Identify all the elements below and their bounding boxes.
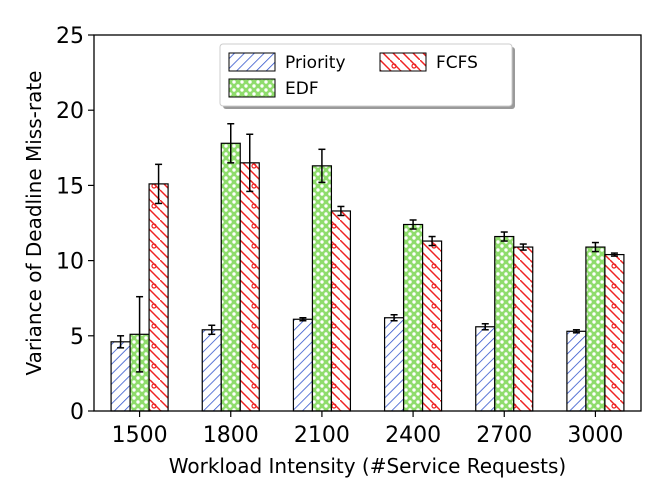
error-bar-priority-2700 bbox=[481, 323, 489, 331]
error-bar-fcfs-1500 bbox=[155, 163, 163, 205]
error-bar-edf-1500 bbox=[136, 295, 144, 373]
x-tick-label: 2700 bbox=[476, 423, 532, 448]
x-tick-label: 2100 bbox=[294, 423, 350, 448]
legend-label: FCFS bbox=[436, 53, 478, 73]
bar-priority-1800 bbox=[201, 329, 222, 412]
x-tick-label: 1500 bbox=[112, 423, 168, 448]
error-bar-priority-2400 bbox=[390, 313, 398, 322]
error-bars-layer bbox=[117, 122, 618, 373]
legend-swatch bbox=[379, 52, 427, 72]
y-tick-label: 5 bbox=[70, 325, 84, 350]
bar-fcfs-2400 bbox=[421, 240, 443, 412]
plot-frame bbox=[93, 34, 642, 412]
bar-edf-2400 bbox=[402, 223, 424, 412]
y-axis-label: Variance of Deadline Miss-rate bbox=[22, 71, 46, 376]
legend: Priority FCFS EDF bbox=[219, 43, 515, 109]
error-bar-fcfs-1800 bbox=[246, 133, 254, 193]
x-axis-label: Workload Intensity (#Service Requests) bbox=[169, 454, 566, 478]
error-bar-edf-2100 bbox=[318, 148, 326, 184]
bar-fcfs-2700 bbox=[513, 246, 534, 412]
x-axis: 1500 1800 2100 2400 2700 3000 bbox=[112, 411, 623, 448]
x-tick-label: 2400 bbox=[385, 423, 441, 448]
error-bar-fcfs-2700 bbox=[519, 243, 527, 251]
y-tick-label: 25 bbox=[56, 24, 84, 49]
bar-priority-2700 bbox=[475, 326, 496, 412]
bar-priority-2100 bbox=[292, 318, 314, 412]
error-bar-priority-1800 bbox=[208, 324, 216, 336]
bar-edf-2700 bbox=[494, 235, 515, 412]
bar-fcfs-1800 bbox=[239, 162, 260, 412]
y-tick-label: 20 bbox=[56, 99, 84, 124]
bar-fcfs-3000 bbox=[604, 253, 625, 412]
bar-fcfs-1500 bbox=[148, 183, 169, 412]
bar-edf-2100 bbox=[311, 165, 333, 412]
legend-label: EDF bbox=[285, 79, 319, 99]
legend-label: Priority bbox=[285, 53, 346, 73]
bar-priority-1500 bbox=[110, 341, 131, 412]
bar-edf-3000 bbox=[585, 246, 606, 412]
y-axis: 0 5 10 15 20 25 bbox=[56, 24, 94, 425]
legend-swatch bbox=[228, 52, 276, 72]
error-bar-edf-3000 bbox=[591, 241, 599, 253]
y-tick-label: 10 bbox=[56, 250, 84, 275]
y-tick-label: 0 bbox=[70, 400, 84, 425]
error-bar-fcfs-2400 bbox=[428, 235, 436, 247]
error-bar-edf-2400 bbox=[409, 219, 417, 230]
legend-item-priority: Priority bbox=[228, 52, 346, 73]
x-tick-label: 1800 bbox=[203, 423, 259, 448]
legend-item-edf: EDF bbox=[228, 78, 319, 99]
bar-priority-3000 bbox=[566, 330, 587, 412]
error-bar-priority-3000 bbox=[572, 329, 580, 334]
error-bar-fcfs-2100 bbox=[337, 205, 345, 217]
error-bar-fcfs-3000 bbox=[610, 252, 618, 257]
legend-swatch bbox=[228, 78, 276, 98]
bar-priority-2400 bbox=[383, 317, 405, 412]
error-bar-edf-1800 bbox=[227, 122, 235, 164]
bar-fcfs-2100 bbox=[330, 210, 352, 412]
error-bar-priority-1500 bbox=[117, 335, 125, 349]
y-tick-label: 15 bbox=[56, 174, 84, 199]
x-tick-label: 3000 bbox=[567, 423, 623, 448]
error-bar-priority-2100 bbox=[299, 317, 307, 322]
bar-edf-1800 bbox=[220, 142, 241, 412]
legend-box bbox=[219, 43, 513, 107]
bars-layer bbox=[110, 142, 625, 412]
legend-item-fcfs: FCFS bbox=[379, 52, 478, 73]
error-bar-edf-2700 bbox=[500, 231, 508, 242]
